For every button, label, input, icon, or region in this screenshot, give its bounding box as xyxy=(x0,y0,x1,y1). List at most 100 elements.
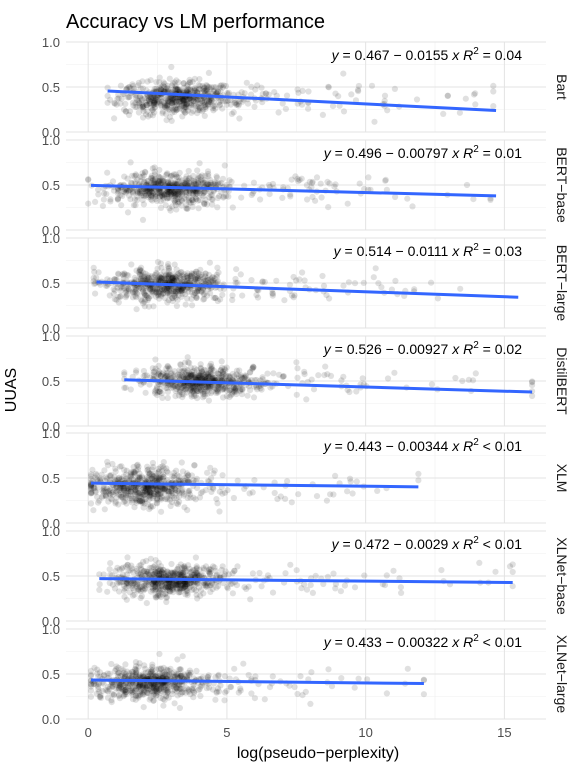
data-point xyxy=(136,672,143,679)
data-point xyxy=(147,188,154,195)
data-point xyxy=(183,88,190,95)
facet-panel: 0.0 0.5 1.0 y = 0.433 − 0.00322 x R2 < 0.01… xyxy=(42,622,569,727)
y-tick-label: 1.0 xyxy=(42,524,60,539)
data-point xyxy=(196,85,203,92)
data-point xyxy=(360,279,367,286)
data-point xyxy=(184,205,191,212)
data-point xyxy=(470,196,477,203)
data-point xyxy=(130,189,137,196)
data-point xyxy=(200,564,207,572)
data-point xyxy=(174,656,181,663)
data-point xyxy=(163,594,170,602)
data-point xyxy=(145,177,152,184)
data-point xyxy=(201,200,208,208)
data-point xyxy=(397,584,404,591)
data-point xyxy=(152,94,159,101)
data-point xyxy=(229,292,236,299)
data-point xyxy=(137,561,144,569)
data-point xyxy=(162,202,169,209)
data-point xyxy=(126,484,133,491)
data-point xyxy=(235,102,242,109)
data-point xyxy=(201,88,208,95)
data-point xyxy=(96,688,103,696)
data-point xyxy=(135,683,143,690)
data-point xyxy=(152,176,159,183)
data-point xyxy=(104,670,111,677)
data-point xyxy=(104,92,111,99)
data-point xyxy=(127,186,134,193)
data-point xyxy=(271,489,278,497)
data-point xyxy=(176,704,183,712)
data-point xyxy=(129,688,136,696)
data-point xyxy=(188,196,196,203)
data-point xyxy=(183,96,190,104)
data-point xyxy=(259,279,266,286)
data-point xyxy=(200,189,207,197)
data-point xyxy=(205,173,212,180)
data-point xyxy=(226,177,233,184)
data-point xyxy=(101,506,108,513)
y-tick-label: 0.0 xyxy=(42,223,60,238)
data-point xyxy=(122,189,129,196)
data-point xyxy=(218,364,226,371)
data-point xyxy=(167,172,174,179)
data-point xyxy=(141,275,148,282)
data-point xyxy=(210,84,218,91)
data-point xyxy=(428,381,435,388)
data-point xyxy=(219,490,226,497)
data-point xyxy=(176,194,183,201)
data-point xyxy=(164,101,171,108)
data-point xyxy=(201,84,208,91)
data-point xyxy=(104,687,111,694)
data-point xyxy=(309,589,316,597)
data-point xyxy=(163,86,170,93)
data-point xyxy=(219,472,226,479)
data-point xyxy=(178,98,185,105)
data-point xyxy=(205,84,212,91)
data-point xyxy=(415,470,422,477)
data-point xyxy=(194,167,201,174)
data-point xyxy=(351,584,359,591)
data-point xyxy=(299,269,306,276)
data-point xyxy=(212,294,219,301)
data-point xyxy=(142,683,149,690)
data-point xyxy=(137,594,144,602)
data-point xyxy=(190,107,197,114)
data-point xyxy=(259,99,266,106)
data-point xyxy=(392,193,399,201)
data-point xyxy=(170,96,177,103)
data-point xyxy=(115,270,122,277)
data-point xyxy=(173,467,180,474)
data-point xyxy=(129,190,136,197)
data-point xyxy=(132,100,139,107)
data-point xyxy=(147,194,154,201)
data-point xyxy=(193,196,200,203)
data-point xyxy=(142,187,149,194)
data-point xyxy=(132,178,139,185)
data-point xyxy=(284,478,291,485)
data-point xyxy=(134,461,141,468)
data-point xyxy=(190,98,197,105)
data-point xyxy=(201,199,208,206)
y-tick-label: 1.0 xyxy=(42,133,60,148)
data-point xyxy=(212,674,219,681)
data-point xyxy=(472,101,479,108)
data-point xyxy=(118,202,125,209)
data-point xyxy=(132,663,140,670)
data-point xyxy=(132,202,139,209)
data-point xyxy=(206,176,213,183)
data-point xyxy=(113,101,120,108)
data-point xyxy=(390,567,397,574)
data-point xyxy=(168,100,175,107)
data-point xyxy=(177,189,184,196)
data-point xyxy=(303,182,310,189)
data-point xyxy=(355,88,362,95)
data-point xyxy=(150,99,158,106)
data-point xyxy=(309,193,316,201)
data-point xyxy=(205,101,212,108)
data-point xyxy=(288,176,295,183)
data-point xyxy=(193,86,200,93)
data-point xyxy=(293,277,300,284)
data-point xyxy=(175,188,182,195)
data-point xyxy=(168,191,175,198)
